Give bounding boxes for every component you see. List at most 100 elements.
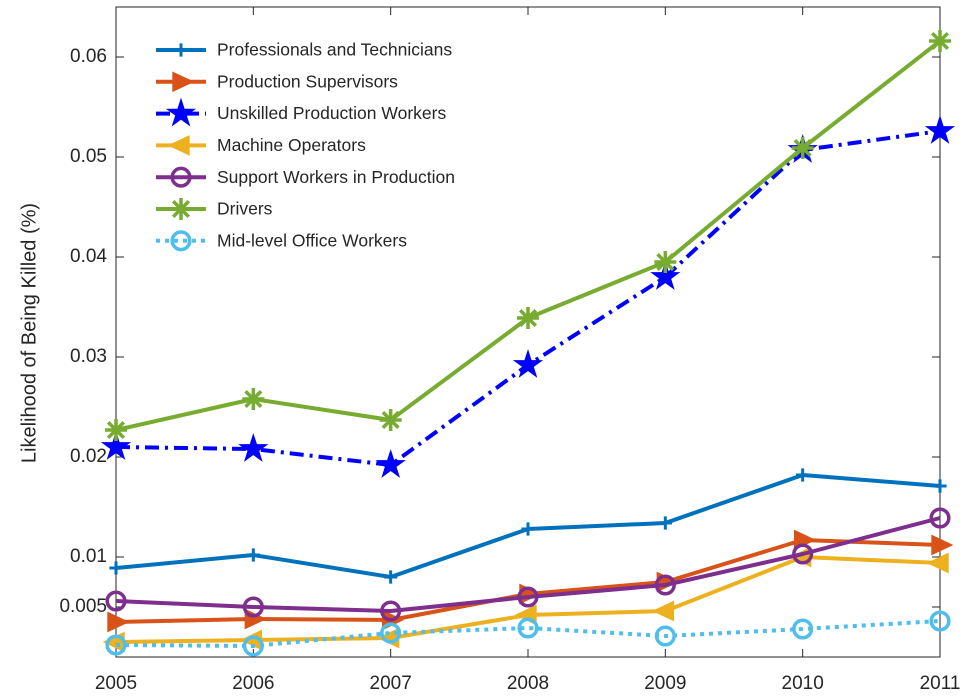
marker-shape — [170, 166, 192, 188]
legend-label: Mid-level Office Workers — [217, 230, 407, 250]
marker-shape — [651, 600, 675, 622]
y-tick-label: 0.03 — [70, 346, 107, 367]
series-line — [115, 516, 941, 613]
marker — [931, 534, 954, 556]
marker-shape — [791, 137, 814, 159]
marker-shape — [242, 388, 265, 410]
marker-shape — [100, 431, 132, 460]
marker — [658, 516, 672, 530]
y-tick-label: 0.05 — [70, 146, 107, 167]
marker-shape — [165, 97, 197, 127]
marker-shape — [174, 43, 188, 57]
y-tick-label: 0.005 — [59, 596, 107, 617]
marker-shape — [929, 507, 951, 529]
marker — [521, 522, 535, 536]
legend-marker — [165, 97, 197, 127]
marker-shape — [512, 349, 544, 378]
marker — [242, 635, 264, 657]
marker-shape — [380, 622, 402, 644]
y-tick-label: 0.06 — [70, 46, 107, 67]
y-tick-label: 0.04 — [70, 246, 107, 267]
legend-label: Professionals and Technicians — [217, 40, 452, 60]
marker-shape — [109, 561, 123, 575]
marker — [517, 617, 539, 639]
x-tick-label: 2007 — [370, 673, 412, 694]
marker-shape — [107, 611, 130, 633]
marker — [517, 307, 539, 329]
marker — [924, 115, 956, 144]
marker — [792, 618, 814, 640]
marker-shape — [929, 30, 951, 52]
y-tick-label: 0.01 — [70, 546, 107, 567]
series-line — [115, 619, 941, 648]
legend-marker — [174, 43, 188, 57]
marker-shape — [517, 617, 539, 639]
marker-shape — [105, 634, 127, 656]
marker-shape — [242, 596, 264, 618]
marker — [246, 548, 260, 562]
marker-shape — [933, 479, 947, 493]
marker-shape — [105, 419, 127, 441]
marker-shape — [170, 230, 192, 252]
marker-shape — [238, 433, 269, 462]
marker-shape — [650, 261, 681, 290]
x-tick-label: 2010 — [782, 673, 824, 694]
marker-shape — [654, 251, 677, 273]
marker — [651, 600, 675, 622]
marker — [379, 409, 402, 431]
marker — [929, 507, 951, 529]
legend-marker — [170, 198, 192, 220]
marker — [654, 574, 676, 596]
marker — [654, 251, 677, 273]
marker — [792, 543, 814, 565]
marker — [384, 570, 398, 584]
legend-label: Support Workers in Production — [217, 167, 455, 187]
marker-shape — [929, 610, 951, 632]
legend-marker — [170, 166, 192, 188]
marker-shape — [517, 586, 539, 608]
marker — [105, 590, 127, 612]
marker-shape — [931, 534, 954, 556]
marker — [791, 137, 814, 159]
marker — [107, 611, 130, 633]
marker-shape — [242, 635, 264, 657]
legend-marker — [172, 71, 195, 93]
marker — [109, 561, 123, 575]
marker-shape — [658, 516, 672, 530]
marker-shape — [521, 522, 535, 536]
marker — [929, 610, 951, 632]
marker-shape — [170, 198, 192, 220]
x-tick-label: 2006 — [232, 673, 274, 694]
marker-shape — [654, 625, 676, 647]
legend-marker — [167, 135, 190, 156]
marker — [512, 349, 544, 378]
marker-shape — [384, 570, 398, 584]
marker-shape — [167, 135, 190, 156]
marker-shape — [926, 552, 949, 574]
marker-shape — [792, 543, 814, 565]
marker — [650, 261, 681, 290]
legend-label: Unskilled Production Workers — [217, 103, 446, 123]
marker-shape — [246, 548, 260, 562]
x-tick-label: 2008 — [507, 673, 549, 694]
marker — [380, 622, 402, 644]
marker — [242, 596, 264, 618]
marker — [238, 433, 269, 462]
x-tick-label: 2005 — [95, 673, 137, 694]
marker-shape — [517, 307, 539, 329]
x-tick-label: 2009 — [644, 673, 686, 694]
marker-shape — [924, 115, 956, 144]
marker — [933, 479, 947, 493]
marker-shape — [379, 409, 402, 431]
marker — [929, 30, 951, 52]
marker — [517, 586, 539, 608]
legend-label: Production Supervisors — [217, 71, 398, 91]
marker — [242, 388, 265, 410]
marker — [654, 625, 676, 647]
marker-shape — [792, 618, 814, 640]
legend: Professionals and Technicians Production … — [156, 40, 455, 252]
marker-shape — [796, 468, 810, 482]
marker-shape — [380, 600, 402, 622]
plot-frame — [115, 6, 941, 658]
